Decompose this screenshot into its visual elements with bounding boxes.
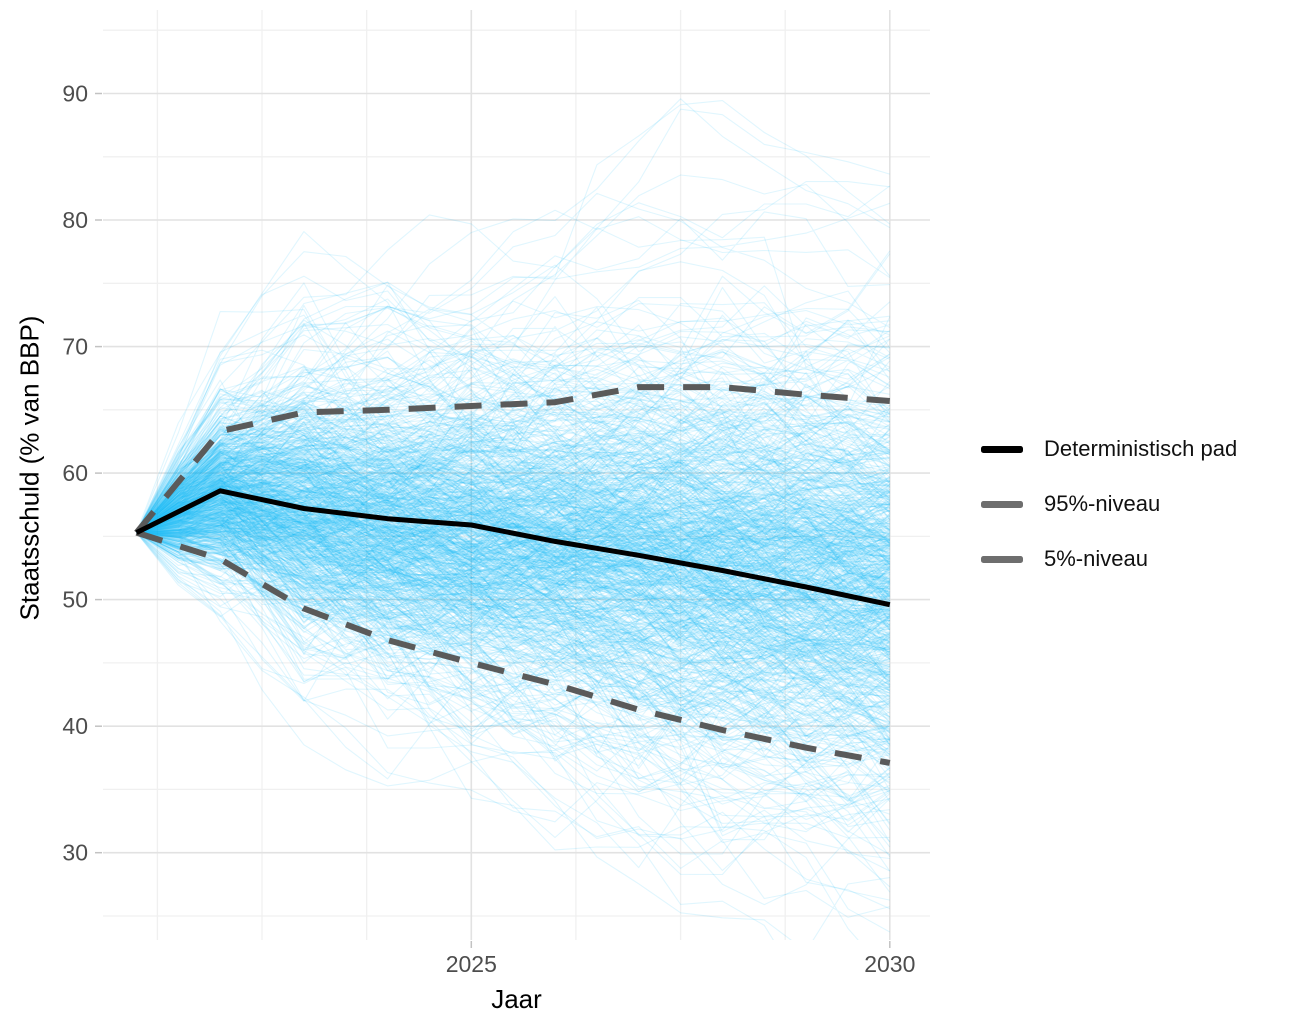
deterministic-line [135,488,891,608]
svg-text:70: 70 [62,334,88,360]
legend-item-p95: 95%-niveau [981,491,1237,517]
svg-text:2025: 2025 [446,951,497,977]
legend-item-deterministic: Deterministisch pad [981,436,1237,462]
legend: Deterministisch pad 95%-niveau 5%-niveau [981,436,1237,572]
legend-label: 95%-niveau [1044,491,1161,516]
p95-line-swatch-icon [981,500,1023,508]
svg-text:60: 60 [62,460,88,486]
legend-label: Deterministisch pad [1044,436,1238,461]
legend-label: 5%-niveau [1044,546,1148,571]
tick-labels: 30 40 50 60 70 80 90 2025 2030 [62,81,915,978]
grid-major [103,10,930,940]
p5-line-swatch-icon [981,555,1023,563]
legend-item-p5: 5%-niveau [981,546,1237,572]
y-axis-title: Staatsschuld (% van BBP) [14,315,45,621]
grid-minor [103,10,930,940]
p95-line [134,384,891,535]
p5-line [135,529,891,766]
main-series [134,384,891,766]
simulation-paths [135,98,891,940]
svg-text:2030: 2030 [864,951,915,977]
deterministic-line-swatch-icon [981,445,1023,453]
svg-text:90: 90 [62,81,88,107]
svg-text:30: 30 [62,840,88,866]
svg-text:80: 80 [62,207,88,233]
axis-ticks [95,92,891,948]
svg-text:50: 50 [62,587,88,613]
svg-text:40: 40 [62,713,88,739]
x-axis-title: Jaar [491,984,542,1014]
